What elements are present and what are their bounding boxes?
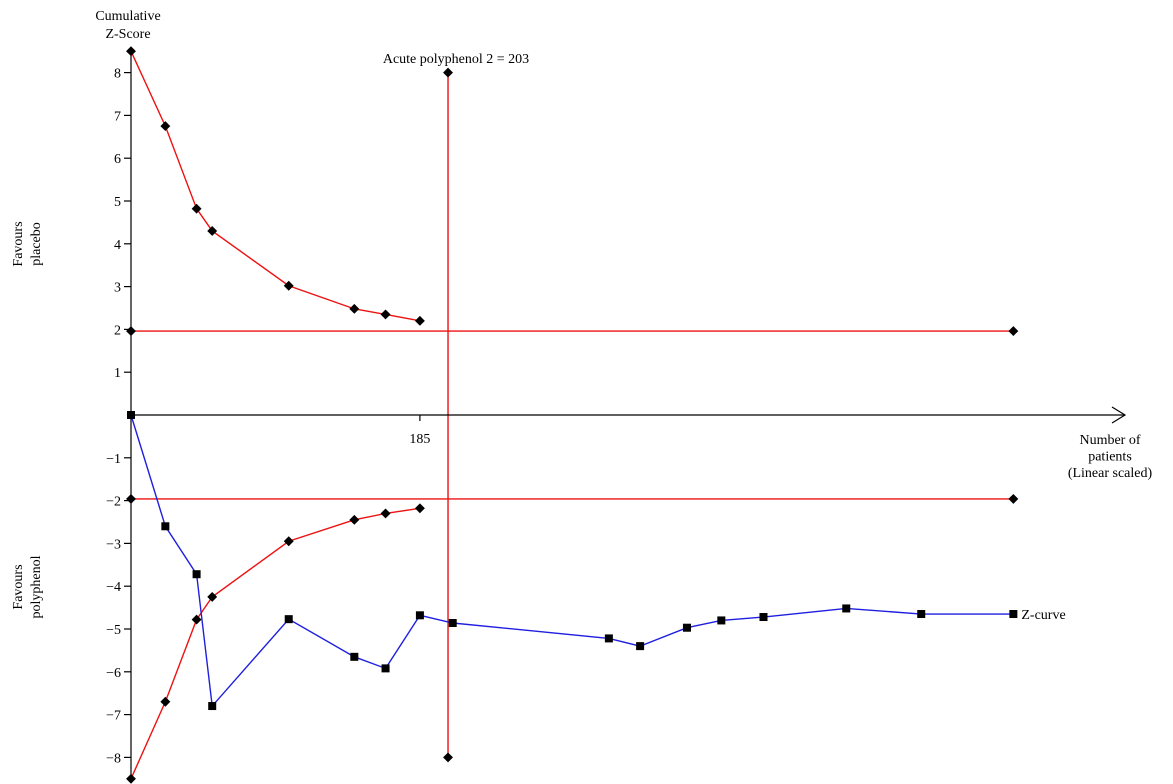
conventional-boundary-lower-marker bbox=[1008, 493, 1019, 504]
y-tick-label: −3 bbox=[106, 537, 121, 552]
text-labels: Acute polyphenol 2 = 203 8 7 6 5 4 3 2 1 −1 −2 −3 −4… bbox=[11, 9, 1153, 766]
monitoring-boundary-upper-point bbox=[160, 121, 171, 132]
z-curve-point bbox=[284, 615, 293, 624]
monitoring-boundary-upper-point bbox=[414, 315, 425, 326]
side-label-bottom: Favours polyphenol bbox=[11, 555, 44, 618]
monitoring-boundary-lower-point bbox=[191, 614, 202, 625]
monitoring-boundary-upper-point bbox=[191, 203, 202, 214]
monitoring-boundary-upper-point bbox=[207, 226, 218, 236]
y-tick-label: 5 bbox=[114, 195, 121, 210]
y-tick-label: 1 bbox=[114, 366, 121, 381]
monitoring-boundary-lower-point bbox=[283, 536, 294, 547]
z-curve-point bbox=[1009, 610, 1018, 619]
x-axis-title: (Linear scaled) bbox=[1068, 466, 1153, 481]
monitoring-boundary-upper-point bbox=[283, 280, 294, 291]
x-axis-title: patients bbox=[1088, 450, 1132, 465]
side-label-top: Favours placebo bbox=[11, 221, 44, 266]
monitoring-boundary-upper bbox=[130, 50, 421, 322]
monitoring-boundary-upper-point bbox=[126, 46, 136, 57]
z-curve-point bbox=[682, 623, 691, 632]
y-tick-label: 6 bbox=[114, 152, 121, 167]
monitoring-boundary-upper-point bbox=[380, 309, 391, 320]
z-curve-label: Z-curve bbox=[1021, 608, 1065, 623]
side-label-top-line: Favours bbox=[11, 221, 26, 266]
markers bbox=[126, 46, 1019, 784]
conventional-boundary-upper-marker bbox=[126, 326, 136, 337]
z-curve-point bbox=[350, 652, 359, 661]
monitoring-boundary-lower-point bbox=[160, 696, 171, 707]
y-tick-label: −5 bbox=[106, 623, 121, 638]
y-tick-label: 4 bbox=[114, 238, 121, 253]
z-curve-point bbox=[842, 604, 851, 613]
z-curve-point bbox=[161, 522, 170, 531]
z-curve-point bbox=[604, 634, 613, 643]
x-axis-arrow-icon bbox=[1111, 406, 1127, 424]
ris-line-marker bbox=[443, 67, 453, 78]
z-curve-point bbox=[917, 610, 926, 619]
z-curve-point bbox=[448, 619, 457, 628]
y-tick-label: 7 bbox=[114, 109, 121, 124]
x-tick-label: 185 bbox=[409, 432, 430, 447]
z-curve-point bbox=[415, 611, 424, 620]
conventional-boundary-lower-marker bbox=[126, 493, 136, 504]
monitoring-boundary-lower-point bbox=[207, 591, 218, 602]
z-curve-point bbox=[192, 570, 201, 579]
y-tick-label: −7 bbox=[106, 709, 121, 724]
z-curve-point bbox=[127, 411, 135, 419]
y-axis-title: Cumulative bbox=[95, 9, 160, 24]
monitoring-boundary-upper-point bbox=[349, 303, 360, 314]
monitoring-boundary-lower bbox=[130, 507, 421, 780]
y-tick-label: −1 bbox=[106, 452, 121, 467]
monitoring-boundary-lower-point bbox=[349, 514, 360, 525]
z-curve-point bbox=[208, 702, 217, 711]
monitoring-boundary-lower-point bbox=[414, 503, 425, 514]
ris-label: Acute polyphenol 2 = 203 bbox=[383, 52, 529, 67]
axes bbox=[124, 47, 1127, 783]
side-label-bottom-line: polyphenol bbox=[29, 555, 44, 618]
z-curve-point bbox=[717, 616, 726, 625]
y-tick-label: −2 bbox=[106, 495, 121, 510]
ris-line-marker bbox=[443, 752, 453, 763]
y-tick-label: 2 bbox=[114, 323, 121, 338]
x-axis-title: Number of bbox=[1079, 433, 1140, 448]
y-tick-label: 3 bbox=[114, 281, 121, 296]
conventional-boundary-upper-marker bbox=[1008, 326, 1019, 337]
z-curve-point bbox=[759, 613, 768, 622]
y-tick-label: −8 bbox=[106, 751, 121, 766]
monitoring-boundary-lower-point bbox=[126, 773, 136, 784]
z-curve-point bbox=[381, 664, 390, 673]
side-label-bottom-line: Favours bbox=[11, 564, 26, 609]
y-tick-label: −6 bbox=[106, 666, 121, 681]
z-curve-point bbox=[636, 642, 645, 651]
y-tick-label: −4 bbox=[106, 580, 121, 595]
y-tick-label: 8 bbox=[114, 67, 121, 82]
y-axis-title: Z-Score bbox=[105, 27, 150, 42]
side-label-top-line: placebo bbox=[29, 222, 44, 266]
monitoring-boundary-lower-point bbox=[380, 508, 391, 519]
